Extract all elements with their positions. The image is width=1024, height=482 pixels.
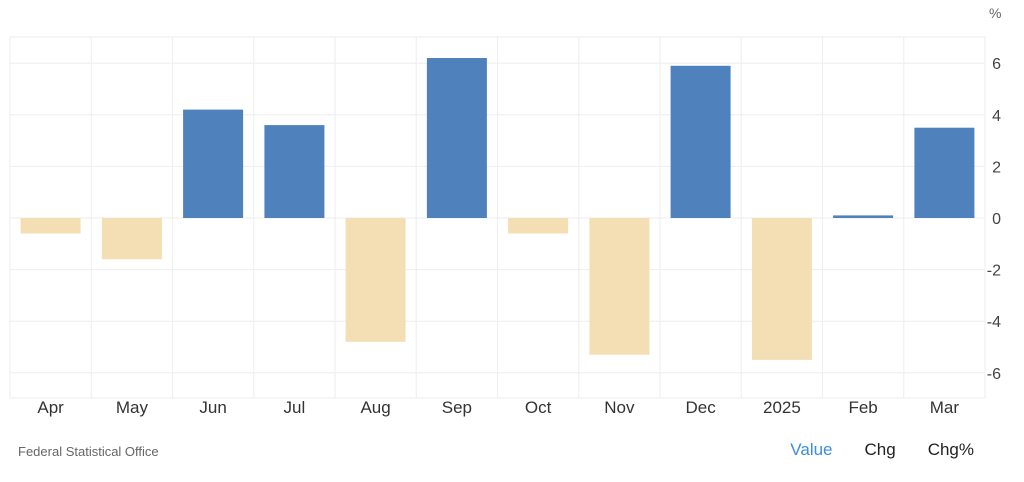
bar-oct[interactable] — [508, 218, 569, 234]
x-tick-label: Oct — [525, 398, 552, 417]
bar-aug[interactable] — [345, 218, 406, 342]
x-tick-label: Dec — [685, 398, 716, 417]
x-tick-label: May — [116, 398, 149, 417]
value-toggle[interactable]: Value — [790, 440, 833, 459]
bar-mar[interactable] — [914, 127, 975, 218]
y-tick-label: 0 — [992, 211, 1001, 228]
x-tick-label: 2025 — [763, 398, 801, 417]
bar-jun[interactable] — [183, 109, 244, 218]
x-tick-label: Sep — [442, 398, 472, 417]
bar-chart: Apr May Jun Jul Aug Sep Oct Nov Dec 2025 Feb Mar 6 4… — [9, 5, 1001, 417]
y-tick-label: 6 — [992, 56, 1001, 73]
x-tick-label: Nov — [604, 398, 635, 417]
y-axis-unit: % — [989, 5, 1001, 21]
bar-sep[interactable] — [426, 58, 487, 218]
x-tick-label: Apr — [37, 398, 64, 417]
bar-apr[interactable] — [20, 218, 81, 234]
chart-grid — [9, 36, 986, 399]
x-tick-label: Jul — [284, 398, 306, 417]
chart-bars — [20, 58, 975, 360]
y-axis-ticks: 6 4 2 0 -2 -4 -6 — [987, 56, 1001, 383]
bar-jul[interactable] — [264, 125, 325, 218]
y-tick-label: 4 — [992, 108, 1001, 125]
bar-2025[interactable] — [751, 218, 812, 360]
bar-may[interactable] — [101, 218, 162, 260]
bar-feb[interactable] — [833, 215, 894, 218]
chg-percent-toggle[interactable]: Chg% — [927, 440, 974, 459]
x-tick-label: Mar — [930, 398, 960, 417]
y-tick-label: -2 — [987, 263, 1001, 280]
y-tick-label: -4 — [987, 314, 1001, 331]
x-axis-ticks: Apr May Jun Jul Aug Sep Oct Nov Dec 2025 Feb Mar — [37, 398, 959, 417]
bar-dec[interactable] — [670, 65, 731, 218]
chg-toggle[interactable]: Chg — [864, 440, 896, 459]
y-tick-label: -6 — [987, 366, 1001, 383]
y-tick-label: 2 — [992, 159, 1001, 176]
source-label: Federal Statistical Office — [18, 444, 159, 459]
view-toggles: Value Chg Chg% — [790, 440, 974, 460]
x-tick-label: Aug — [360, 398, 390, 417]
x-tick-label: Feb — [848, 398, 877, 417]
x-tick-label: Jun — [199, 398, 226, 417]
bar-nov[interactable] — [589, 218, 650, 355]
